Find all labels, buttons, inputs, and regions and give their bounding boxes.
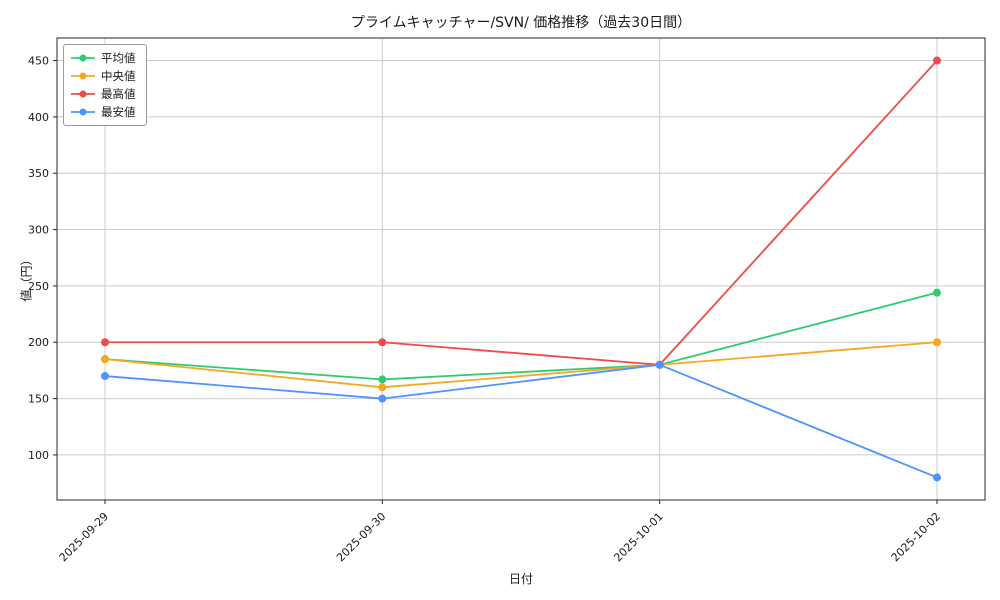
series-line bbox=[104, 363, 938, 479]
plot-border bbox=[56, 37, 986, 501]
legend-marker-icon bbox=[71, 90, 95, 98]
y-tick-label: 100 bbox=[28, 449, 49, 462]
y-tick-label: 350 bbox=[28, 167, 49, 180]
x-tick-label: 2025-09-29 bbox=[57, 510, 111, 564]
series-line bbox=[104, 291, 938, 381]
data-point bbox=[378, 394, 387, 403]
legend-marker-icon bbox=[71, 72, 95, 80]
series-line bbox=[104, 341, 938, 389]
data-point bbox=[378, 338, 387, 347]
legend-marker-icon bbox=[71, 54, 95, 62]
x-tick-label: 2025-10-02 bbox=[889, 510, 943, 564]
y-tick-label: 300 bbox=[28, 224, 49, 237]
x-tick-label: 2025-09-30 bbox=[334, 510, 388, 564]
data-point bbox=[933, 473, 941, 482]
y-tick-label: 250 bbox=[28, 280, 49, 293]
data-point bbox=[101, 338, 109, 347]
legend-item: 最高値 bbox=[71, 87, 136, 101]
y-tick-label: 450 bbox=[28, 55, 49, 68]
data-point bbox=[933, 338, 941, 347]
legend-marker-icon bbox=[71, 108, 95, 116]
legend-item: 中央値 bbox=[71, 69, 136, 83]
y-tick-label: 200 bbox=[28, 336, 49, 349]
legend-label: 平均値 bbox=[101, 51, 136, 65]
series-line bbox=[105, 59, 938, 366]
data-point bbox=[101, 355, 109, 364]
data-point bbox=[655, 360, 664, 369]
legend-label: 最安値 bbox=[101, 105, 136, 119]
chart-title: プライムキャッチャー/SVN/ 価格推移（過去30日間） bbox=[350, 15, 692, 31]
x-axis-label: 日付 bbox=[508, 572, 533, 586]
data-point bbox=[101, 372, 109, 381]
y-axis-label: 値（円） bbox=[19, 253, 34, 302]
legend: 平均値中央値最高値最安値 bbox=[63, 44, 147, 126]
y-tick-label: 150 bbox=[28, 393, 49, 406]
y-tick-label: 400 bbox=[28, 111, 49, 124]
data-point bbox=[933, 288, 941, 297]
legend-item: 最安値 bbox=[71, 105, 136, 119]
x-tick-label: 2025-10-01 bbox=[611, 510, 665, 564]
data-point bbox=[378, 375, 387, 384]
legend-label: 最高値 bbox=[101, 87, 136, 101]
data-point bbox=[378, 383, 387, 392]
data-point bbox=[933, 56, 941, 65]
legend-item: 平均値 bbox=[71, 51, 136, 65]
legend-label: 中央値 bbox=[101, 69, 136, 83]
